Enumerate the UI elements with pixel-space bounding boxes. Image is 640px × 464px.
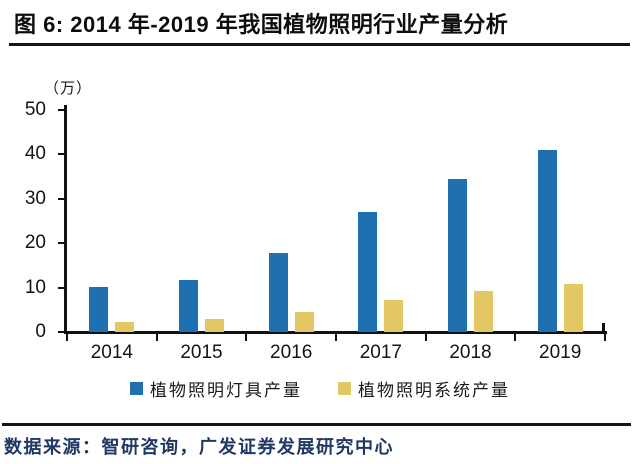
bar-植物照明灯具产量-2015 [179,280,198,332]
bar-植物照明灯具产量-2018 [448,178,467,332]
x-category-label-2018: 2018 [449,342,492,363]
legend-swatch-icon [338,381,351,395]
bar-植物照明灯具产量-2016 [268,252,288,332]
x-tick-4 [424,334,427,341]
data-source: 数据来源：智研咨询，广发证券发展研究中心 [4,437,394,457]
footer-rule [2,423,631,426]
y-tick-30 [58,197,65,200]
x-axis-line [64,331,607,334]
legend-label: 植物照明灯具产量 [150,380,302,400]
bar-植物照明灯具产量-2017 [358,211,378,332]
legend-item-0: 植物照明灯具产量 [130,376,302,401]
y-tick-0 [58,331,65,333]
bar-植物照明系统产量-2015 [205,318,224,332]
y-tick-label-50: 50 [24,99,46,120]
y-tick-label-40: 40 [24,143,46,165]
x-category-label-2019: 2019 [539,342,582,363]
legend-label: 植物照明系统产量 [358,380,510,400]
bar-植物照明系统产量-2018 [474,291,493,332]
y-axis-line [64,105,67,334]
y-tick-label-0: 0 [35,321,46,342]
y-tick-20 [58,242,65,245]
legend-item-1: 植物照明系统产量 [338,376,510,401]
x-tick-1 [155,334,158,341]
y-tick-50 [58,109,65,111]
legend-swatch-icon [130,381,143,395]
y-tick-label-20: 20 [24,232,46,254]
x-tick-3 [335,334,337,341]
x-axis-end-tick [602,323,605,332]
bar-植物照明系统产量-2016 [294,312,314,332]
x-category-label-2015: 2015 [180,342,223,363]
bar-植物照明系统产量-2014 [115,321,135,332]
legend: 植物照明灯具产量 植物照明系统产量 [0,376,640,401]
bar-植物照明灯具产量-2014 [89,286,109,332]
x-tick-2 [245,334,248,341]
x-tick-0 [66,334,68,341]
x-category-label-2014: 2014 [90,342,133,363]
bar-chart: （万） 植物照明灯具产量 植物照明系统产量 0 10 20 30 40 50 2014 2015… [0,50,640,420]
x-tick-5 [514,334,517,341]
x-category-label-2016: 2016 [270,342,313,363]
y-tick-40 [58,153,65,156]
y-axis-unit-label: （万） [44,80,93,97]
y-tick-10 [58,286,65,289]
bar-植物照明系统产量-2019 [563,284,583,332]
y-tick-label-10: 10 [24,276,46,298]
bar-植物照明灯具产量-2019 [537,149,557,332]
title-underline [9,43,630,46]
bar-植物照明系统产量-2017 [384,299,404,332]
figure-title: 图 6: 2014 年-2019 年我国植物照明行业产量分析 [14,12,509,37]
x-category-label-2017: 2017 [359,342,402,363]
x-tick-6 [604,334,606,341]
y-tick-label-30: 30 [24,187,46,209]
